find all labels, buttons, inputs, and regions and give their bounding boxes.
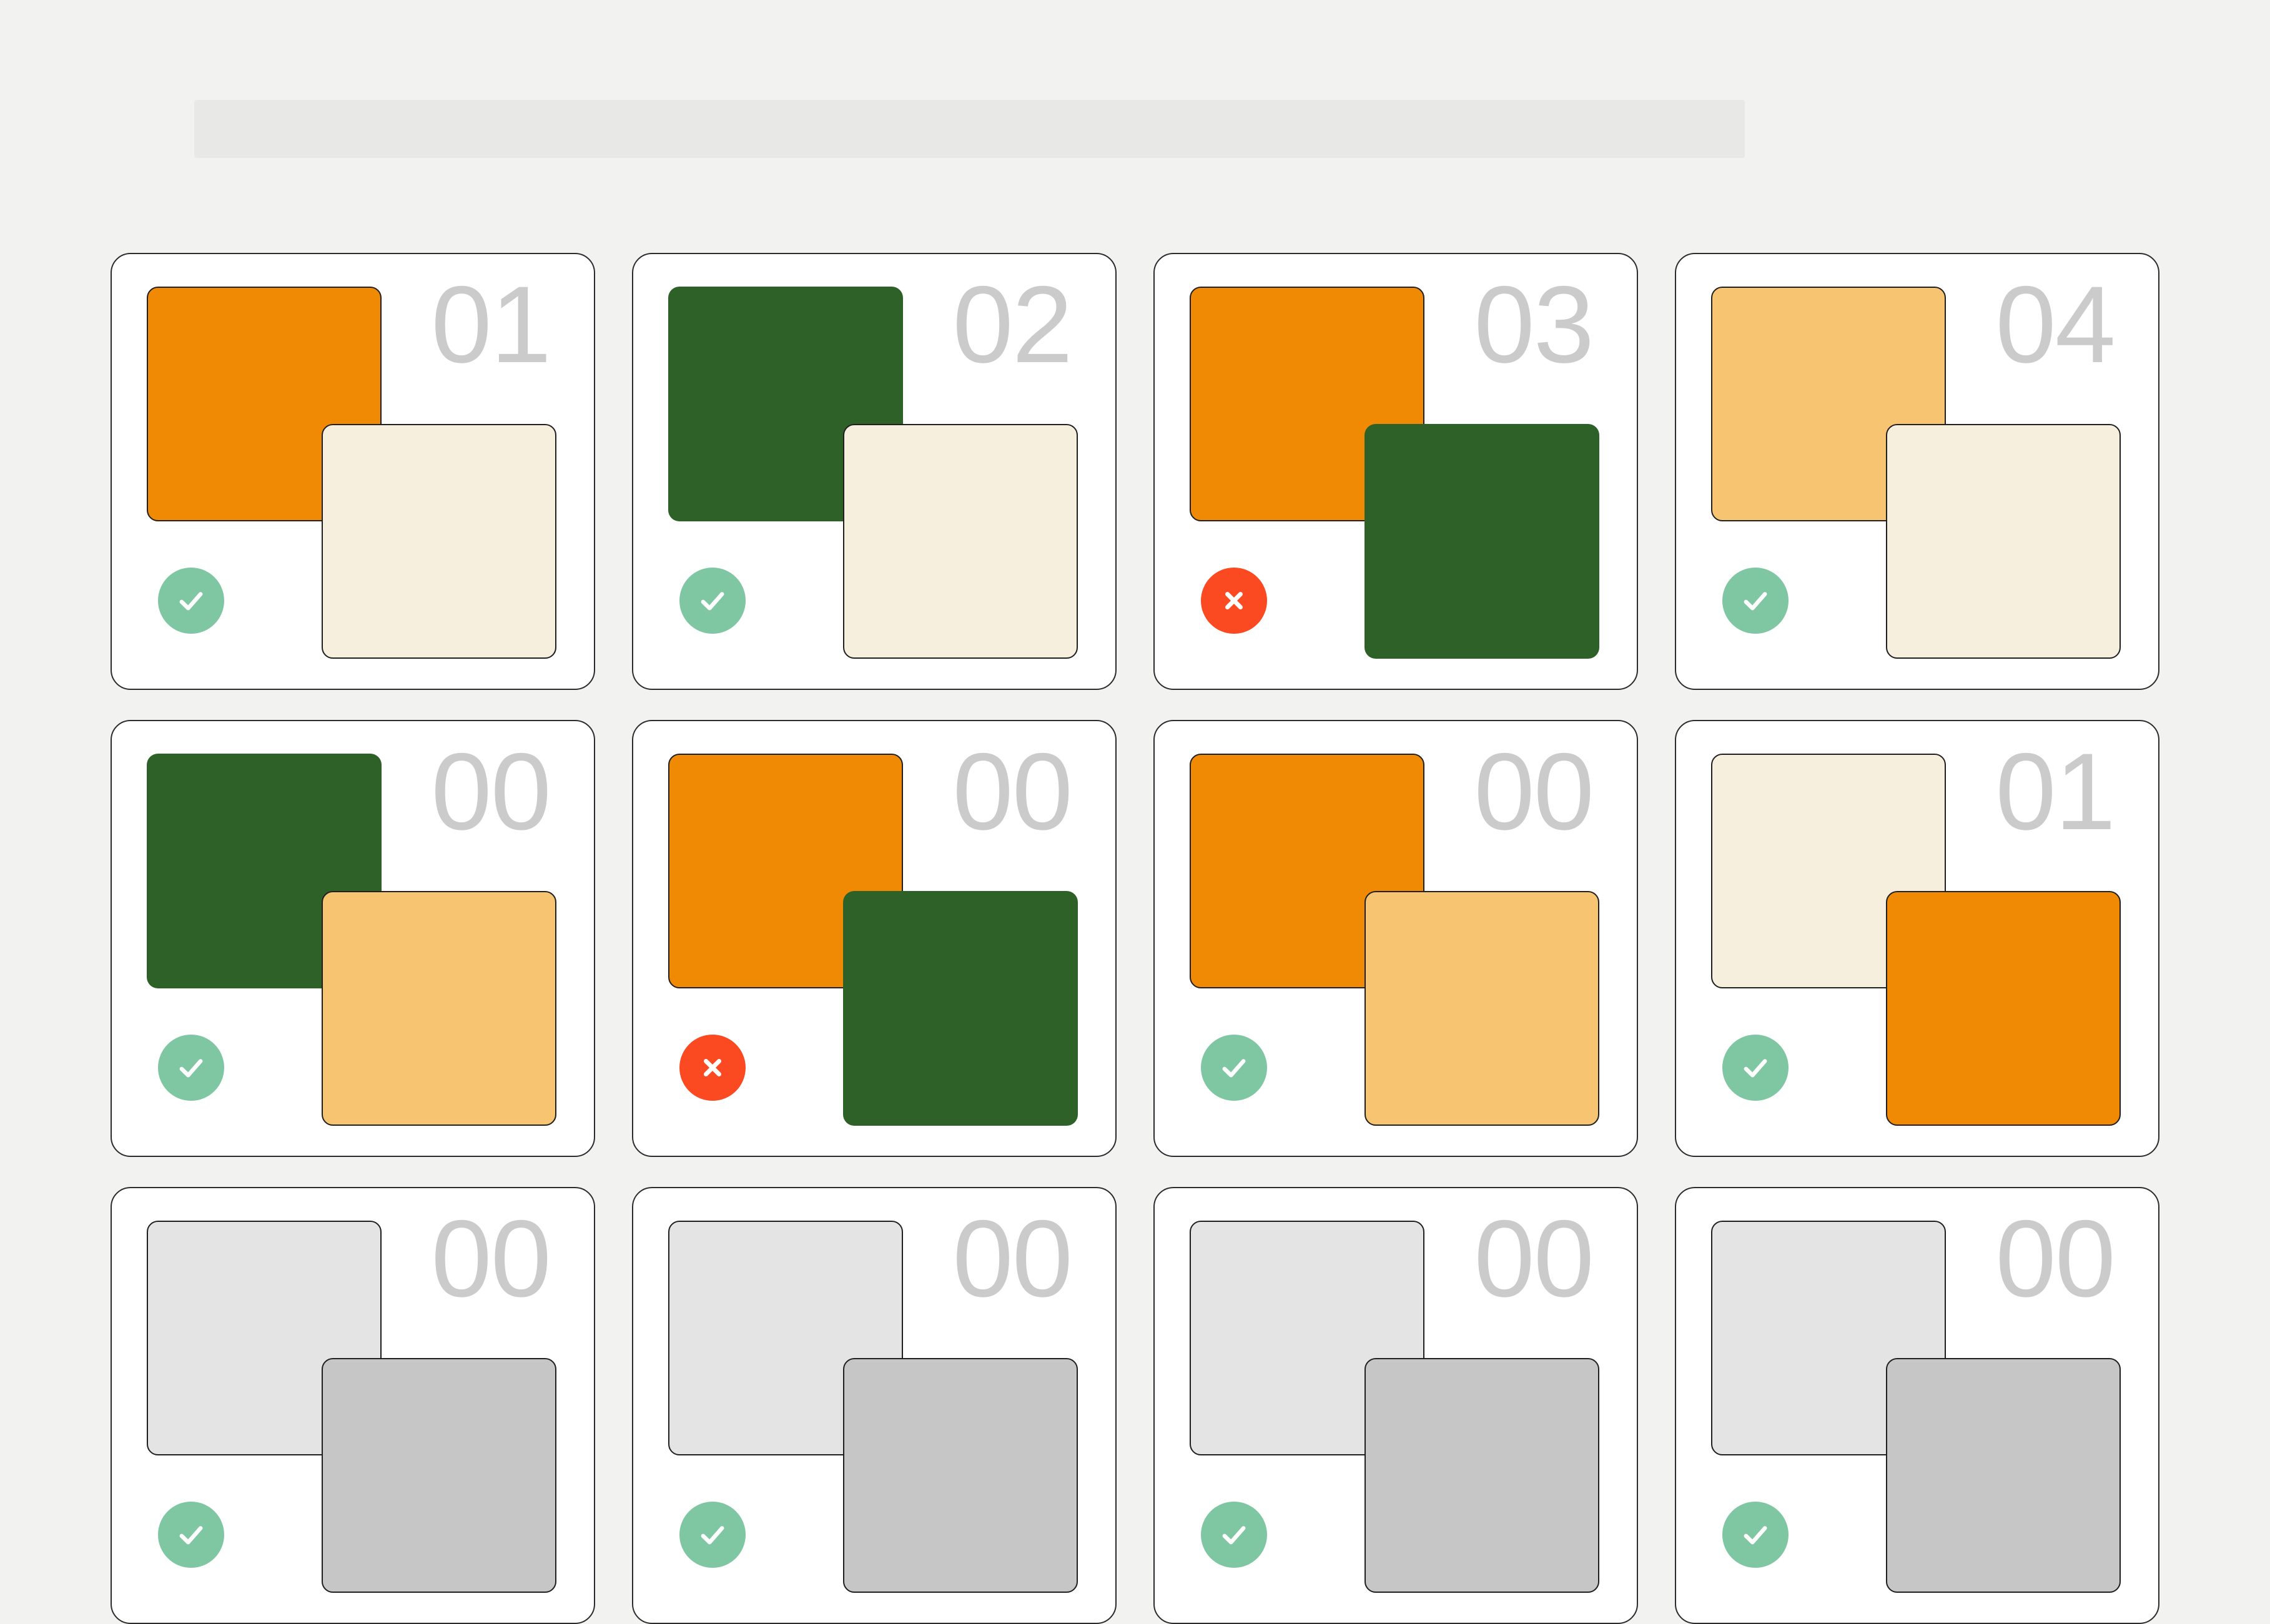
status-badge: [1201, 568, 1267, 634]
front-color-swatch: [1886, 424, 2121, 659]
front-color-swatch: [1364, 424, 1599, 659]
status-badge: [679, 1502, 746, 1568]
status-badge: [158, 568, 224, 634]
palette-card[interactable]: 00: [111, 1187, 595, 1624]
palette-card[interactable]: 01: [111, 253, 595, 690]
title-placeholder-bar: [194, 100, 1745, 158]
status-badge: [679, 568, 746, 634]
card-number: 04: [1995, 264, 2116, 386]
palette-card[interactable]: 02: [632, 253, 1117, 690]
front-color-swatch: [1886, 891, 2121, 1126]
status-badge: [1201, 1502, 1267, 1568]
x-icon: [704, 1059, 721, 1076]
card-number: 00: [952, 731, 1073, 853]
card-number: 03: [1474, 264, 1594, 386]
front-color-swatch: [322, 891, 556, 1126]
front-color-swatch: [843, 424, 1078, 659]
status-badge: [1201, 1035, 1267, 1101]
card-number: 00: [1474, 1198, 1594, 1320]
palette-card[interactable]: 03: [1153, 253, 1638, 690]
check-icon: [1744, 1526, 1767, 1545]
card-number: 00: [1474, 731, 1594, 853]
palette-grid: 01 02 03 04 00: [111, 253, 2159, 1624]
check-icon: [701, 592, 724, 611]
front-color-swatch: [322, 1358, 556, 1593]
check-icon: [1744, 592, 1767, 611]
palette-card[interactable]: 04: [1675, 253, 2159, 690]
card-number: 00: [431, 731, 551, 853]
check-icon: [179, 592, 203, 611]
palette-card[interactable]: 00: [1153, 1187, 1638, 1624]
check-icon: [1222, 1526, 1246, 1545]
card-number: 01: [431, 264, 551, 386]
check-icon: [179, 1526, 203, 1545]
palette-card[interactable]: 00: [632, 1187, 1117, 1624]
front-color-swatch: [1364, 891, 1599, 1126]
card-number: 02: [952, 264, 1073, 386]
status-badge: [158, 1035, 224, 1101]
status-badge: [679, 1035, 746, 1101]
palette-card[interactable]: 00: [1675, 1187, 2159, 1624]
palette-card[interactable]: 00: [111, 720, 595, 1157]
check-icon: [1222, 1059, 1246, 1078]
front-color-swatch: [322, 424, 556, 659]
card-number: 00: [1995, 1198, 2116, 1320]
palette-card[interactable]: 01: [1675, 720, 2159, 1157]
card-number: 01: [1995, 731, 2116, 853]
front-color-swatch: [843, 1358, 1078, 1593]
status-badge: [1722, 568, 1789, 634]
x-icon: [1225, 592, 1243, 609]
card-number: 00: [431, 1198, 551, 1320]
check-icon: [701, 1526, 724, 1545]
palette-card[interactable]: 00: [1153, 720, 1638, 1157]
status-badge: [1722, 1035, 1789, 1101]
front-color-swatch: [843, 891, 1078, 1126]
palette-card[interactable]: 00: [632, 720, 1117, 1157]
status-badge: [158, 1502, 224, 1568]
status-badge: [1722, 1502, 1789, 1568]
front-color-swatch: [1886, 1358, 2121, 1593]
front-color-swatch: [1364, 1358, 1599, 1593]
page-background: { "palette": { "page_bg": "#F2F2F1", "to…: [111, 100, 2159, 1624]
check-icon: [179, 1059, 203, 1078]
check-icon: [1744, 1059, 1767, 1078]
card-number: 00: [952, 1198, 1073, 1320]
